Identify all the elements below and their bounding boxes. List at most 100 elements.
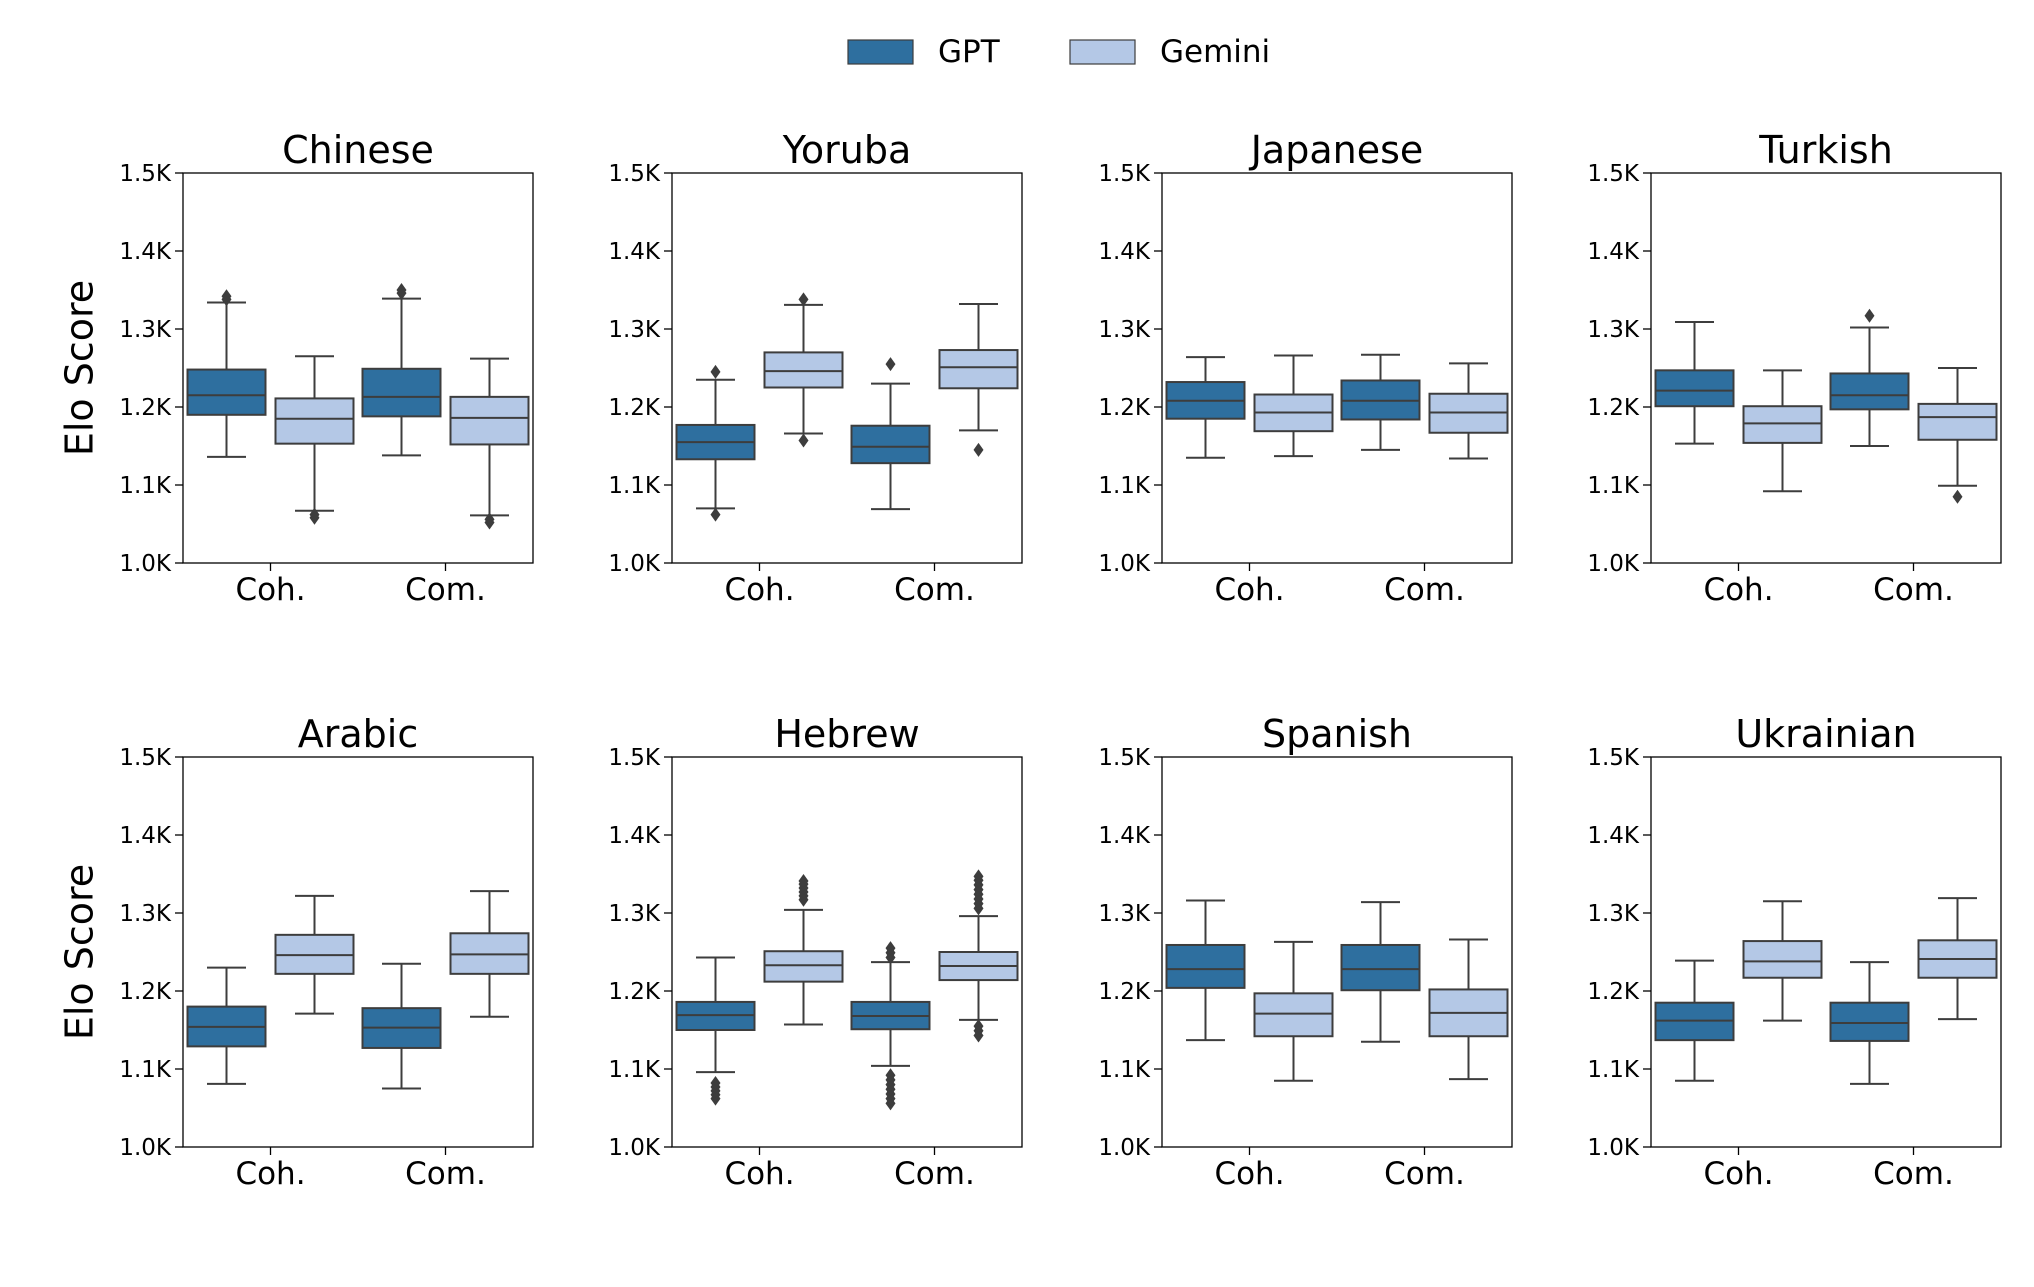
box-turkish-gpt-com: [1829, 372, 1910, 411]
box-yoruba-gemini-com: [938, 349, 1019, 390]
outlier-hebrew-gpt-com: [885, 941, 896, 956]
panel-frame-chinese: [182, 172, 534, 564]
box-chinese-gemini-com: [449, 395, 530, 446]
y-tick-label-yoruba: 1.4K: [608, 239, 661, 265]
outlier-chinese-gpt-com: [396, 283, 407, 297]
box-chinese-gpt-coh: [186, 368, 267, 416]
x-tick-label-chinese: Coh.: [235, 572, 305, 608]
x-tick-label-turkish: Coh.: [1703, 572, 1773, 608]
outlier-chinese-gemini-com: [484, 512, 495, 527]
y-tick-label-turkish: 1.2K: [1587, 395, 1640, 421]
y-tick-label-yoruba: 1.1K: [608, 473, 661, 499]
y-tick-label-hebrew: 1.4K: [608, 823, 661, 849]
box-ukrainian-gemini-coh: [1742, 940, 1823, 979]
x-tick-label-japanese: Com.: [1384, 572, 1465, 608]
y-tick-label-chinese: 1.2K: [119, 395, 172, 421]
legend-label-gpt: GPT: [938, 34, 1001, 70]
y-tick-label-turkish: 1.1K: [1587, 473, 1640, 499]
y-tick-label-chinese: 1.4K: [119, 239, 172, 265]
outlier-hebrew-gpt-coh: [710, 1076, 721, 1091]
y-tick-label-japanese: 1.1K: [1098, 473, 1151, 499]
outlier-hebrew-gemini-com: [973, 869, 984, 884]
panel-title-turkish: Turkish: [1758, 128, 1893, 172]
panel-frame-arabic: [182, 756, 534, 1148]
box-chinese-gpt-com: [361, 367, 442, 418]
box-spanish-gemini-coh: [1253, 992, 1334, 1038]
y-tick-label-japanese: 1.0K: [1098, 551, 1151, 577]
x-tick-label-yoruba: Coh.: [724, 572, 794, 608]
panel-frame-turkish: [1650, 172, 2002, 564]
outlier-chinese-gemini-coh: [309, 507, 320, 522]
box-spanish-gpt-coh: [1165, 943, 1246, 989]
y-tick-label-turkish: 1.4K: [1587, 239, 1640, 265]
panel-title-arabic: Arabic: [298, 712, 418, 756]
y-tick-label-japanese: 1.2K: [1098, 395, 1151, 421]
outlier-turkish-gemini-com: [1952, 489, 1963, 504]
x-tick-label-spanish: Com.: [1384, 1156, 1465, 1192]
box-yoruba-gpt-com: [850, 424, 931, 465]
y-tick-label-japanese: 1.4K: [1098, 239, 1151, 265]
panel-frame-hebrew: [671, 756, 1023, 1148]
x-tick-label-arabic: Com.: [405, 1156, 486, 1192]
legend-label-gemini: Gemini: [1160, 34, 1270, 70]
y-tick-label-chinese: 1.1K: [119, 473, 172, 499]
y-tick-label-spanish: 1.0K: [1098, 1135, 1151, 1161]
y-tick-label-chinese: 1.0K: [119, 551, 172, 577]
box-turkish-gemini-com: [1917, 402, 1998, 441]
y-tick-label-arabic: 1.4K: [119, 823, 172, 849]
y-tick-label-turkish: 1.0K: [1587, 551, 1640, 577]
y-tick-label-spanish: 1.5K: [1098, 745, 1151, 771]
y-tick-label-yoruba: 1.3K: [608, 317, 661, 343]
box-turkish-gpt-coh: [1654, 369, 1735, 408]
x-tick-label-spanish: Coh.: [1214, 1156, 1284, 1192]
y-tick-label-spanish: 1.2K: [1098, 979, 1151, 1005]
x-tick-label-arabic: Coh.: [235, 1156, 305, 1192]
y-tick-label-turkish: 1.3K: [1587, 317, 1640, 343]
panel-frame-yoruba: [671, 172, 1023, 564]
y-tick-label-arabic: 1.2K: [119, 979, 172, 1005]
panel-frame-japanese: [1161, 172, 1513, 564]
outlier-hebrew-gemini-coh: [798, 874, 809, 889]
x-tick-label-turkish: Com.: [1873, 572, 1954, 608]
y-tick-label-yoruba: 1.5K: [608, 161, 661, 187]
panel-title-japanese: Japanese: [1249, 128, 1424, 172]
outlier-yoruba-gpt-com: [885, 357, 896, 372]
y-axis-label-row-1: Elo Score: [58, 280, 102, 456]
x-tick-label-chinese: Com.: [405, 572, 486, 608]
y-tick-label-ukrainian: 1.1K: [1587, 1057, 1640, 1083]
y-tick-label-japanese: 1.3K: [1098, 317, 1151, 343]
y-tick-label-spanish: 1.1K: [1098, 1057, 1151, 1083]
y-tick-label-arabic: 1.5K: [119, 745, 172, 771]
x-tick-label-yoruba: Com.: [894, 572, 975, 608]
box-turkish-gemini-coh: [1742, 405, 1823, 444]
y-tick-label-hebrew: 1.2K: [608, 979, 661, 1005]
y-tick-label-spanish: 1.3K: [1098, 901, 1151, 927]
y-tick-label-japanese: 1.5K: [1098, 161, 1151, 187]
panel-title-yoruba: Yoruba: [782, 128, 912, 172]
box-hebrew-gemini-coh: [763, 950, 844, 983]
outlier-hebrew-gpt-com: [885, 1068, 896, 1083]
y-tick-label-hebrew: 1.1K: [608, 1057, 661, 1083]
legend-swatch-gemini: [1069, 39, 1136, 65]
x-tick-label-ukrainian: Com.: [1873, 1156, 1954, 1192]
panel-title-ukrainian: Ukrainian: [1735, 712, 1916, 756]
y-tick-label-chinese: 1.5K: [119, 161, 172, 187]
y-tick-label-chinese: 1.3K: [119, 317, 172, 343]
x-tick-label-hebrew: Com.: [894, 1156, 975, 1192]
y-tick-label-yoruba: 1.2K: [608, 395, 661, 421]
y-tick-label-ukrainian: 1.4K: [1587, 823, 1640, 849]
box-chinese-gemini-coh: [274, 397, 355, 445]
y-tick-label-arabic: 1.3K: [119, 901, 172, 927]
y-tick-label-ukrainian: 1.0K: [1587, 1135, 1640, 1161]
panel-frame-spanish: [1161, 756, 1513, 1148]
x-tick-label-ukrainian: Coh.: [1703, 1156, 1773, 1192]
y-tick-label-hebrew: 1.0K: [608, 1135, 661, 1161]
outlier-yoruba-gpt-coh: [710, 507, 721, 522]
outlier-hebrew-gemini-com: [973, 1019, 984, 1034]
y-tick-label-turkish: 1.5K: [1587, 161, 1640, 187]
outlier-yoruba-gemini-coh: [798, 433, 809, 448]
x-tick-label-hebrew: Coh.: [724, 1156, 794, 1192]
y-tick-label-hebrew: 1.3K: [608, 901, 661, 927]
y-tick-label-spanish: 1.4K: [1098, 823, 1151, 849]
y-tick-label-arabic: 1.0K: [119, 1135, 172, 1161]
